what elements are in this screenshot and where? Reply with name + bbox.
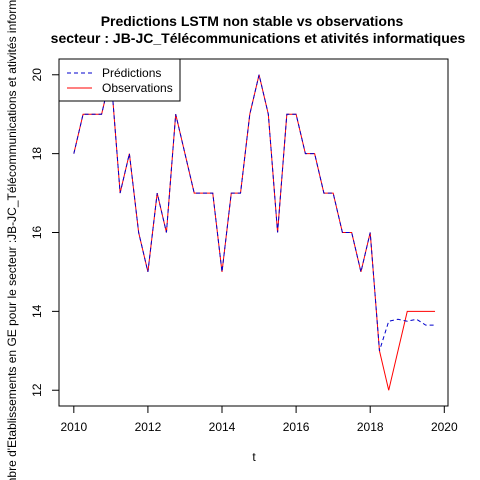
y-tick-label: 14 <box>30 304 44 318</box>
x-axis: 2010 2012 2014 2016 2018 2020 <box>60 405 458 434</box>
series-line-observations <box>73 74 436 391</box>
legend: Prédictions Observations <box>58 58 181 102</box>
chart-title: Predictions LSTM non stable vs observati… <box>101 13 404 29</box>
legend-box <box>58 58 181 102</box>
y-axis: 12 14 16 18 20 <box>30 68 60 397</box>
x-tick-label: 2018 <box>357 420 384 434</box>
plot-frame <box>58 58 449 407</box>
y-tick-label: 12 <box>30 383 44 397</box>
y-axis-label: Nombre d'Etablissements en GE pour le se… <box>5 0 19 480</box>
x-tick-label: 2010 <box>60 420 87 434</box>
series-layer <box>73 74 436 391</box>
legend-label-observations: Observations <box>102 81 173 95</box>
x-tick-label: 2016 <box>283 420 310 434</box>
x-axis-label: t <box>252 450 256 464</box>
y-tick-label: 20 <box>30 68 44 82</box>
x-tick-label: 2020 <box>431 420 458 434</box>
series-line-predictions <box>73 74 436 351</box>
y-tick-label: 18 <box>30 147 44 161</box>
x-tick-label: 2012 <box>135 420 162 434</box>
legend-label-predictions: Prédictions <box>102 66 161 80</box>
y-tick-label: 16 <box>30 226 44 240</box>
chart-subtitle: secteur : JB-JC_Télécommunications et at… <box>51 30 466 46</box>
x-tick-label: 2014 <box>209 420 236 434</box>
